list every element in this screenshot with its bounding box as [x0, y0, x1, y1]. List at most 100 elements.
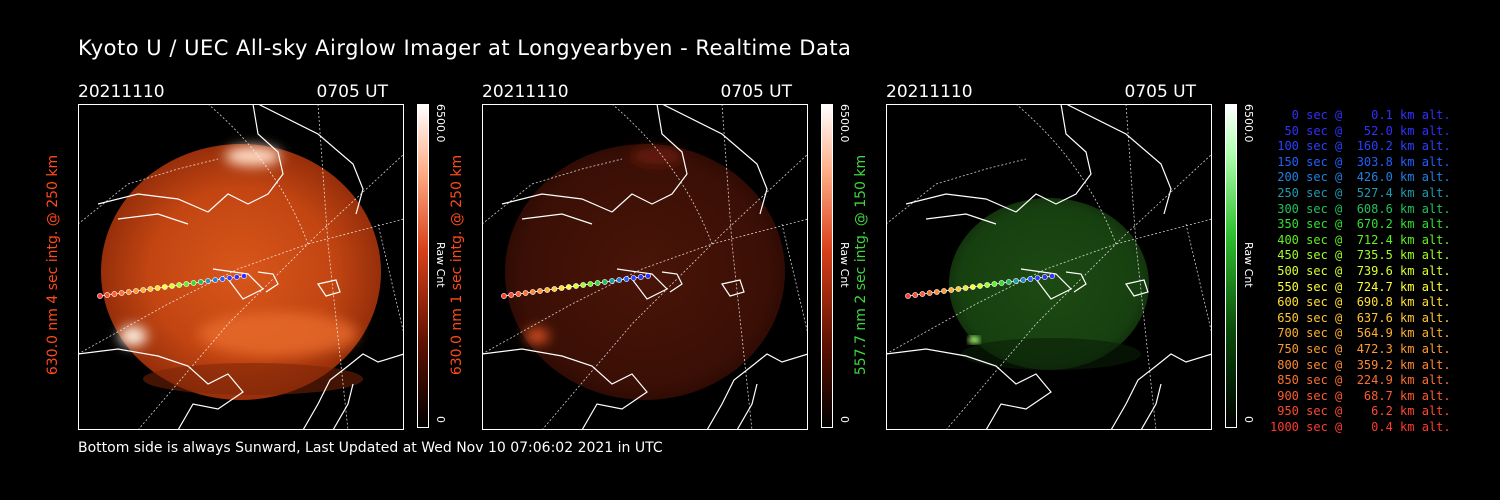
trajectory-dot — [529, 289, 536, 295]
trajectory-dot — [941, 288, 947, 294]
panel-ylabel-wrap: 630.0 nm 1 sec intg. @ 250 km — [449, 105, 477, 425]
colorbar — [417, 104, 429, 428]
panel-time: 0705 UT — [1124, 82, 1197, 102]
legend-row: 250 sec @ 527.4 km alt. — [1270, 185, 1451, 200]
legend-row: 0 sec @ 0.1 km alt. — [1270, 108, 1451, 122]
colorbar-max-label: 6500.0 — [1242, 104, 1255, 143]
trajectory-dot — [594, 280, 601, 286]
trajectory-dot — [601, 279, 608, 285]
trajectory-dot — [544, 287, 551, 293]
legend-row: 600 sec @ 690.8 km alt. — [1270, 295, 1451, 310]
trajectory-dot — [226, 275, 233, 281]
trajectory-dot — [1034, 275, 1041, 281]
legend-row: 750 sec @ 472.3 km alt. — [1270, 341, 1451, 356]
trajectory-dot — [977, 283, 983, 289]
trajectory-dots — [97, 273, 247, 299]
colorbar-title: Raw Cnt — [1242, 242, 1255, 288]
trajectory-dot — [962, 285, 969, 291]
trajectory-dot — [969, 284, 976, 290]
trajectory-dot — [1013, 278, 1019, 284]
trajectory-dot — [998, 280, 1005, 286]
colorbar — [1225, 104, 1237, 428]
trajectory-dots — [501, 273, 651, 299]
panel-ylabel: 630.0 nm 1 sec intg. @ 250 km — [449, 154, 465, 376]
trajectory-dot — [637, 274, 644, 280]
altitude-legend: 0 sec @ 0.1 km alt. 50 sec @ 52.0 km alt… — [1270, 108, 1451, 435]
trajectory-dot — [905, 293, 911, 299]
trajectory-dot — [948, 287, 955, 293]
trajectory-dot — [984, 282, 991, 288]
trajectory-dot — [630, 275, 637, 281]
trajectory-dot — [522, 290, 529, 296]
panel-time: 0705 UT — [720, 82, 793, 102]
trajectory-dot — [233, 274, 240, 280]
colorbar — [821, 104, 833, 428]
colorbar-title: Raw Cnt — [838, 242, 851, 288]
trajectory-dot — [616, 277, 623, 283]
trajectory-dot — [515, 291, 522, 297]
trajectory-dot — [609, 278, 615, 284]
panel-date: 20211110 — [886, 82, 973, 102]
airglow-panel-630nm-1s: 20211110 0705 UT 630.0 nm 1 sec intg. @ … — [449, 80, 892, 430]
trajectory-dot — [565, 284, 572, 290]
panel-ylabel-wrap: 630.0 nm 4 sec intg. @ 250 km — [45, 105, 73, 425]
legend-row: 1000 sec @ 0.4 km alt. — [1270, 419, 1451, 434]
trajectory-dot — [219, 276, 226, 282]
legend-row: 550 sec @ 724.7 km alt. — [1270, 279, 1451, 294]
legend-row: 300 sec @ 608.6 km alt. — [1270, 201, 1451, 216]
trajectory-dot — [1049, 273, 1055, 279]
legend-row: 650 sec @ 637.6 km alt. — [1270, 310, 1451, 325]
trajectory-dots — [905, 273, 1055, 299]
trajectory-dot — [955, 286, 962, 292]
trajectory-dot — [190, 280, 197, 286]
trajectory-dot — [1020, 277, 1027, 283]
trajectory-dot — [645, 273, 651, 279]
panel-ylabel-wrap: 557.7 nm 2 sec intg. @ 150 km — [853, 105, 881, 425]
trajectory-dot — [558, 285, 565, 291]
trajectory-dot — [104, 292, 111, 298]
legend-row: 800 sec @ 359.2 km alt. — [1270, 357, 1451, 372]
trajectory-dot — [125, 289, 132, 295]
legend-row: 100 sec @ 160.2 km alt. — [1270, 139, 1451, 154]
trajectory-dot — [169, 283, 175, 289]
allsky-image — [78, 104, 404, 430]
trajectory-dot — [501, 293, 507, 299]
panel-ylabel: 630.0 nm 4 sec intg. @ 250 km — [45, 154, 61, 376]
colorbar-max-label: 6500.0 — [838, 104, 851, 143]
trajectory-dot — [140, 287, 147, 293]
trajectory-dot — [537, 288, 543, 294]
panel-date: 20211110 — [482, 82, 569, 102]
legend-row: 850 sec @ 224.9 km alt. — [1270, 373, 1451, 388]
trajectory-dot — [133, 288, 139, 294]
trajectory-dot — [551, 286, 558, 292]
trajectory-dot — [147, 286, 154, 292]
legend-row: 200 sec @ 426.0 km alt. — [1270, 170, 1451, 185]
legend-row: 50 sec @ 52.0 km alt. — [1270, 123, 1451, 138]
footer-note: Bottom side is always Sunward, Last Upda… — [78, 440, 663, 456]
trajectory-dot — [623, 276, 630, 282]
panel-ylabel: 557.7 nm 2 sec intg. @ 150 km — [853, 154, 869, 376]
legend-row: 900 sec @ 68.7 km alt. — [1270, 388, 1451, 403]
trajectory-dot — [197, 279, 204, 285]
trajectory-dot — [919, 291, 926, 297]
trajectory-dot — [118, 290, 125, 296]
trajectory-dot — [580, 282, 587, 288]
allsky-image — [482, 104, 808, 430]
trajectory-dot — [1041, 274, 1048, 280]
legend-row: 450 sec @ 735.5 km alt. — [1270, 248, 1451, 263]
allsky-image — [886, 104, 1212, 430]
trajectory-dot — [205, 278, 211, 284]
panel-date: 20211110 — [78, 82, 165, 102]
legend-row: 500 sec @ 739.6 km alt. — [1270, 263, 1451, 278]
trajectory-dot — [573, 283, 579, 289]
trajectory-dot — [587, 281, 594, 287]
trajectory-dot — [991, 281, 998, 287]
trajectory-dot — [508, 292, 515, 298]
trajectory-dot — [933, 289, 940, 295]
legend-row: 350 sec @ 670.2 km alt. — [1270, 217, 1451, 232]
trajectory-dot — [176, 282, 183, 288]
trajectory-dot — [912, 292, 919, 298]
trajectory-dot — [161, 284, 168, 290]
colorbar-min-label: 0 — [838, 416, 851, 423]
colorbar-title: Raw Cnt — [434, 242, 447, 288]
